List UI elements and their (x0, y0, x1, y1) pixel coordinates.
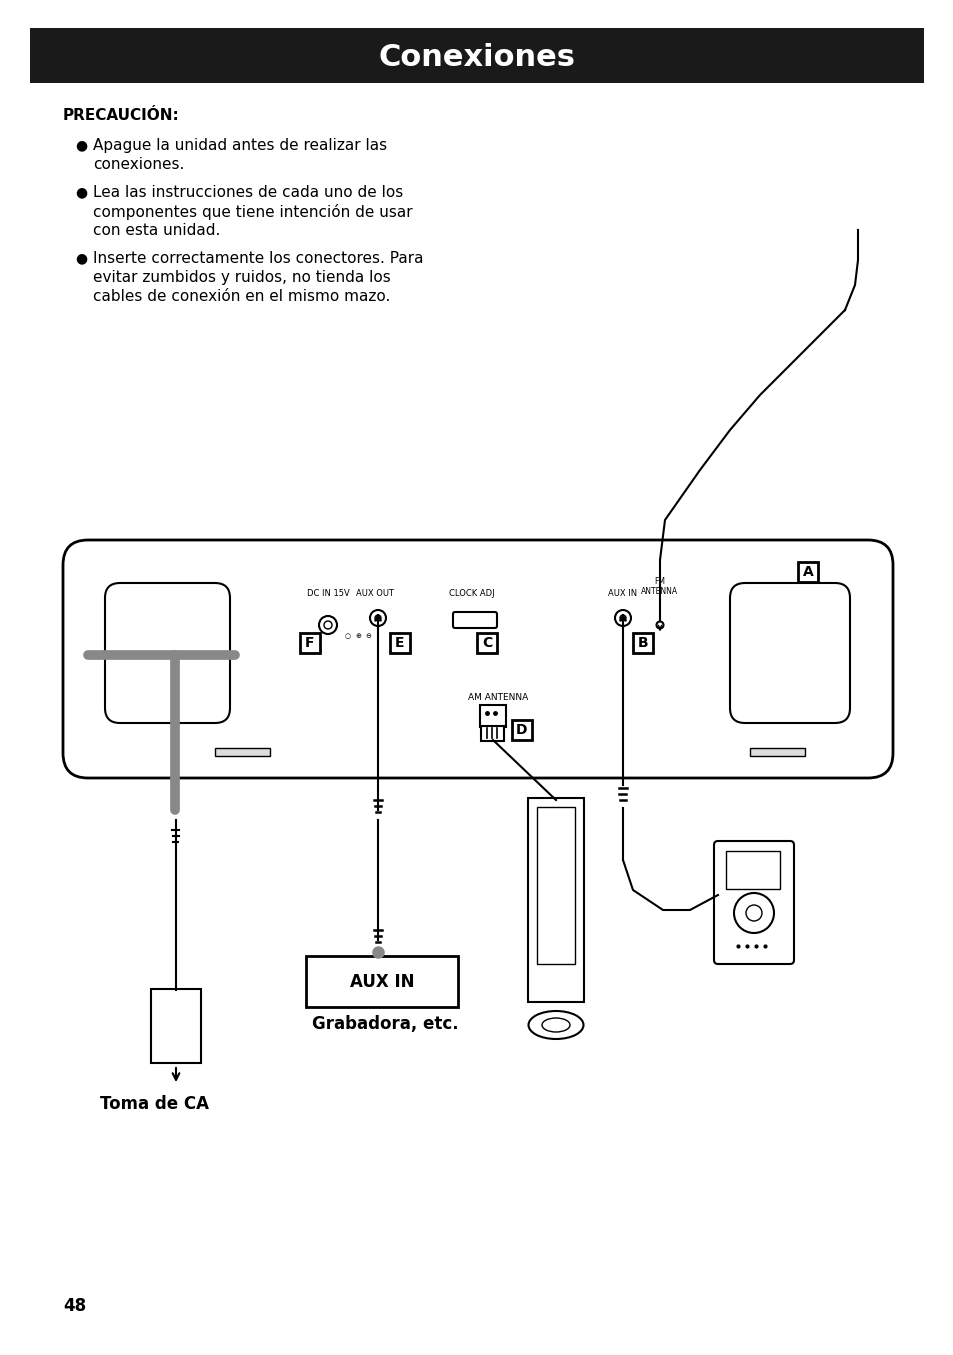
FancyBboxPatch shape (725, 851, 780, 889)
FancyBboxPatch shape (797, 562, 817, 583)
FancyBboxPatch shape (713, 841, 793, 963)
Text: E: E (395, 635, 404, 650)
Text: F: F (305, 635, 314, 650)
FancyBboxPatch shape (729, 583, 849, 724)
FancyBboxPatch shape (479, 705, 505, 728)
Circle shape (318, 617, 336, 634)
FancyBboxPatch shape (63, 541, 892, 778)
Text: Apague la unidad antes de realizar las: Apague la unidad antes de realizar las (92, 138, 387, 153)
FancyBboxPatch shape (214, 748, 270, 756)
Text: Grabadora, etc.: Grabadora, etc. (312, 1015, 458, 1033)
Text: D: D (516, 724, 527, 737)
FancyBboxPatch shape (481, 725, 504, 740)
Text: DC IN 15V: DC IN 15V (306, 589, 349, 598)
Text: A: A (801, 565, 813, 579)
Circle shape (733, 893, 773, 934)
Text: PRECAUCIÓN:: PRECAUCIÓN: (63, 108, 179, 123)
Text: Lea las instrucciones de cada uno de los: Lea las instrucciones de cada uno de los (92, 186, 403, 201)
Text: Toma de CA: Toma de CA (100, 1095, 209, 1112)
FancyBboxPatch shape (306, 957, 457, 1007)
Text: con esta unidad.: con esta unidad. (92, 224, 220, 238)
FancyBboxPatch shape (151, 989, 201, 1064)
FancyBboxPatch shape (390, 633, 410, 653)
Text: conexiones.: conexiones. (92, 157, 184, 172)
FancyBboxPatch shape (30, 28, 923, 83)
Text: AM ANTENNA: AM ANTENNA (467, 692, 528, 702)
Circle shape (745, 905, 761, 921)
Circle shape (619, 615, 625, 621)
Text: ●: ● (75, 186, 87, 199)
Text: AUX IN: AUX IN (608, 589, 637, 598)
Ellipse shape (541, 1018, 569, 1033)
Circle shape (375, 615, 380, 621)
Text: 48: 48 (63, 1297, 86, 1314)
Text: ●: ● (75, 251, 87, 266)
FancyBboxPatch shape (512, 720, 532, 740)
FancyBboxPatch shape (476, 633, 497, 653)
Text: FM
ANTENNA: FM ANTENNA (640, 577, 678, 596)
FancyBboxPatch shape (299, 633, 319, 653)
FancyBboxPatch shape (453, 612, 497, 627)
Circle shape (656, 622, 662, 629)
Text: evitar zumbidos y ruidos, no tienda los: evitar zumbidos y ruidos, no tienda los (92, 270, 391, 285)
FancyBboxPatch shape (749, 748, 804, 756)
Text: AUX OUT: AUX OUT (355, 589, 394, 598)
FancyBboxPatch shape (633, 633, 652, 653)
Text: cables de conexión en el mismo mazo.: cables de conexión en el mismo mazo. (92, 289, 390, 304)
Ellipse shape (528, 1011, 583, 1039)
Text: C: C (481, 635, 492, 650)
FancyBboxPatch shape (105, 583, 230, 724)
Text: AUX IN: AUX IN (350, 973, 414, 991)
Text: ●: ● (75, 138, 87, 152)
Text: ○: ○ (345, 633, 351, 640)
Circle shape (370, 610, 386, 626)
Text: Inserte correctamente los conectores. Para: Inserte correctamente los conectores. Pa… (92, 251, 423, 266)
Text: B: B (637, 635, 648, 650)
Circle shape (324, 621, 332, 629)
Text: Conexiones: Conexiones (378, 42, 575, 72)
Text: ⊖: ⊖ (365, 633, 371, 640)
Text: CLOCK ADJ: CLOCK ADJ (449, 589, 495, 598)
Circle shape (615, 610, 630, 626)
Text: componentes que tiene intención de usar: componentes que tiene intención de usar (92, 205, 413, 220)
FancyBboxPatch shape (527, 798, 583, 1001)
Text: ⊕: ⊕ (355, 633, 360, 640)
FancyBboxPatch shape (537, 808, 575, 963)
